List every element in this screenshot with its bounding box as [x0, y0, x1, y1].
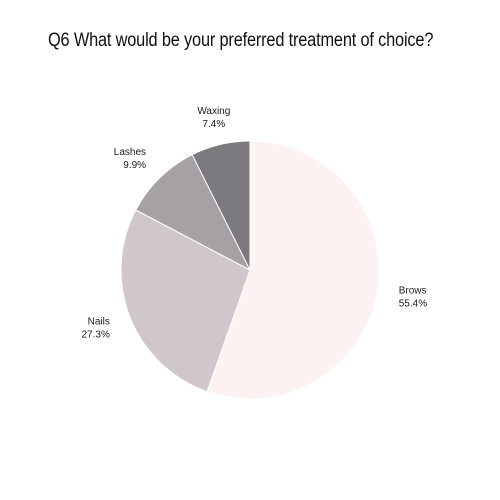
- slice-percent-waxing: 7.4%: [202, 119, 225, 130]
- chart-title: Q6 What would be your preferred treatmen…: [48, 30, 434, 51]
- pie-slice-lashes: [135, 154, 252, 272]
- slice-percent-lashes: 9.9%: [123, 160, 146, 171]
- slice-label-brows: Brows: [399, 286, 427, 297]
- pie-slice-waxing: [191, 140, 251, 271]
- slice-label-waxing: Waxing: [197, 106, 230, 117]
- slice-label-nails: Nails: [88, 316, 110, 327]
- pie-slice-nails: [120, 209, 251, 393]
- slice-percent-nails: 27.3%: [81, 329, 109, 340]
- slice-label-lashes: Lashes: [114, 147, 146, 158]
- slice-percent-brows: 55.4%: [399, 299, 427, 310]
